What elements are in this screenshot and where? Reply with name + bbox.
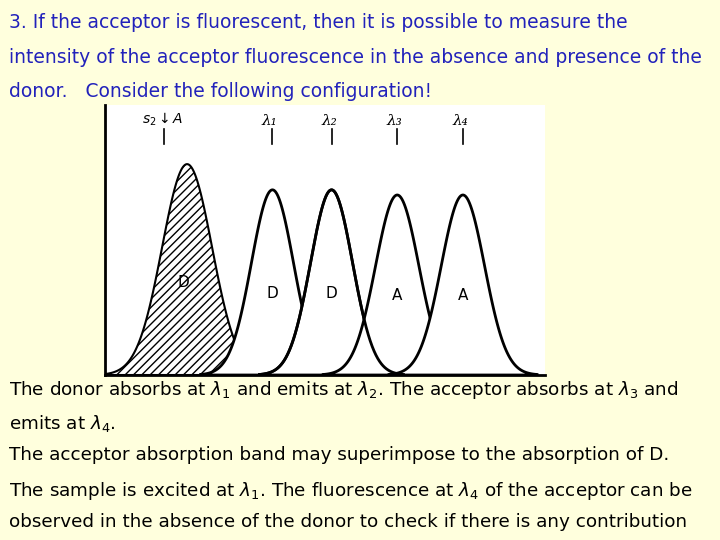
Text: λ₂: λ₂: [321, 114, 337, 128]
Text: D: D: [325, 286, 338, 301]
Text: D: D: [266, 286, 279, 301]
Text: A: A: [392, 288, 402, 303]
Text: A: A: [458, 288, 468, 303]
Text: λ₄: λ₄: [452, 114, 468, 128]
Text: The donor absorbs at $\lambda_1$ and emits at $\lambda_2$. The acceptor absorbs : The donor absorbs at $\lambda_1$ and emi…: [9, 379, 678, 401]
Text: $s_2$$\downarrow$$A$: $s_2$$\downarrow$$A$: [142, 111, 184, 128]
Text: λ₁: λ₁: [262, 114, 278, 128]
Text: The acceptor absorption band may superimpose to the absorption of D.: The acceptor absorption band may superim…: [9, 446, 669, 464]
Text: donor.   Consider the following configuration!: donor. Consider the following configurat…: [9, 82, 432, 100]
Text: observed in the absence of the donor to check if there is any contribution: observed in the absence of the donor to …: [9, 513, 687, 531]
Polygon shape: [105, 164, 274, 375]
Polygon shape: [323, 195, 472, 375]
Polygon shape: [323, 319, 403, 375]
Polygon shape: [259, 190, 403, 375]
Polygon shape: [389, 195, 537, 375]
Text: λ₃: λ₃: [387, 114, 402, 128]
Text: The sample is excited at $\lambda_1$. The fluorescence at $\lambda_4$ of the acc: The sample is excited at $\lambda_1$. Th…: [9, 480, 692, 502]
Text: 3. If the acceptor is fluorescent, then it is possible to measure the: 3. If the acceptor is fluorescent, then …: [9, 14, 627, 32]
Text: intensity of the acceptor fluorescence in the absence and presence of the: intensity of the acceptor fluorescence i…: [9, 48, 701, 66]
Text: D: D: [178, 275, 189, 290]
Polygon shape: [201, 190, 344, 375]
Text: emits at $\lambda_4$.: emits at $\lambda_4$.: [9, 413, 115, 434]
